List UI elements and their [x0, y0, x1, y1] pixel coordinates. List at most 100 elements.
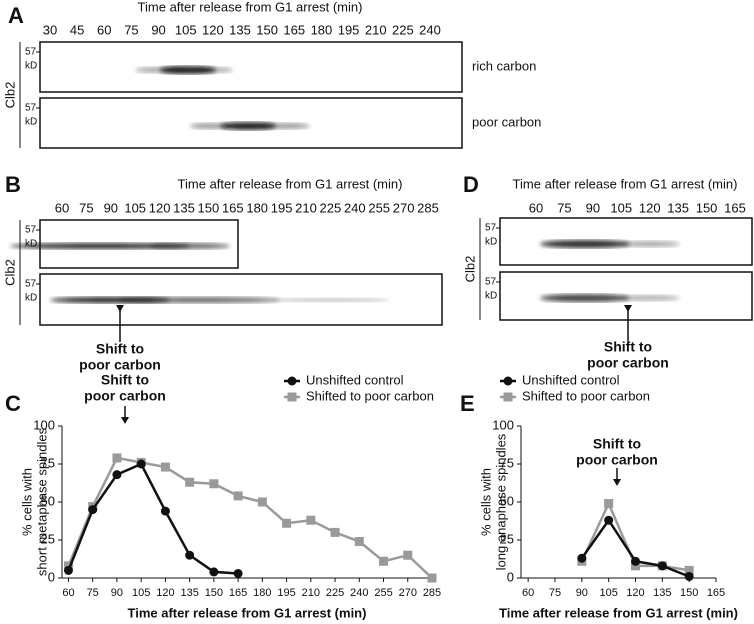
x-tick-label: 105	[599, 587, 617, 599]
point	[233, 568, 243, 578]
panel-label: A	[8, 3, 24, 28]
annotation: Shift to	[96, 341, 144, 357]
x-tick-label: 90	[576, 587, 588, 599]
band	[540, 240, 630, 248]
band	[220, 122, 276, 130]
protein-label: Clb2	[2, 259, 17, 286]
legend-marker	[287, 376, 297, 386]
blot	[499, 271, 753, 321]
lane-label: 90	[104, 200, 118, 215]
band	[260, 123, 310, 129]
lane-label: 105	[124, 200, 146, 215]
point	[657, 561, 667, 571]
protein-label: Clb2	[2, 82, 17, 109]
point	[63, 561, 73, 571]
annotation: Shift to	[593, 436, 641, 452]
lane-label: 285	[417, 200, 439, 215]
blot-title: Time after release from G1 arrest (min)	[513, 176, 738, 191]
arrow-head	[624, 305, 632, 312]
point	[257, 497, 267, 507]
x-tick-label: 120	[156, 587, 174, 599]
y-tick-label: 25	[41, 531, 55, 546]
point	[630, 556, 640, 566]
x-tick-label: 240	[350, 587, 368, 599]
point	[330, 527, 340, 537]
size-marker: 57	[25, 279, 37, 290]
series-line	[67, 462, 239, 575]
point	[604, 515, 614, 525]
point	[427, 573, 437, 583]
annotation: poor carbon	[84, 388, 166, 404]
point	[577, 553, 587, 563]
lane-label: 195	[271, 200, 293, 215]
x-tick-label: 180	[253, 587, 271, 599]
lane-label: 60	[97, 22, 111, 37]
band	[10, 243, 190, 249]
series-line	[67, 456, 433, 579]
lane-label: 240	[344, 200, 366, 215]
size-unit: kD	[25, 117, 37, 128]
point	[63, 565, 73, 575]
size-marker: 57	[25, 47, 37, 58]
x-tick-label: 105	[132, 587, 150, 599]
size-unit: kD	[485, 237, 497, 248]
lane-label: 165	[724, 200, 746, 215]
lane-label: 165	[283, 22, 305, 37]
y-axis-label: short metaphase spindles	[34, 427, 49, 576]
band	[620, 295, 680, 301]
lane-label: 180	[311, 22, 333, 37]
size-marker: 57	[485, 223, 497, 234]
point	[354, 537, 364, 547]
lane-label: 180	[246, 200, 268, 215]
lane-label: 105	[175, 22, 197, 37]
size-unit: kD	[485, 291, 497, 302]
band	[270, 298, 390, 302]
point	[209, 567, 219, 577]
x-tick-label: 195	[277, 587, 295, 599]
lane-label: 255	[368, 200, 390, 215]
lane-label: 150	[696, 200, 718, 215]
x-tick-label: 150	[680, 587, 698, 599]
lane-label: 75	[79, 200, 93, 215]
x-tick-label: 150	[205, 587, 223, 599]
lane-label: 225	[392, 22, 414, 37]
band	[120, 297, 280, 303]
point	[604, 499, 614, 509]
annotation: poor carbon	[576, 452, 658, 468]
lane-label: 135	[667, 200, 689, 215]
point	[136, 459, 146, 469]
point	[379, 556, 389, 566]
lane-label: 225	[320, 200, 342, 215]
lane-label: 240	[419, 22, 441, 37]
annotation: poor carbon	[79, 357, 161, 373]
x-tick-label: 60	[522, 587, 534, 599]
point	[88, 505, 98, 515]
lane-label: 75	[557, 200, 571, 215]
annotation: poor carbon	[587, 355, 669, 371]
y-tick-label: 0	[507, 569, 514, 584]
band	[620, 241, 680, 247]
blot-title: Time after release from G1 arrest (min)	[138, 0, 363, 14]
lane-label: 150	[256, 22, 278, 37]
point	[403, 550, 413, 560]
lane-label: 150	[198, 200, 220, 215]
panel-label: E	[460, 391, 475, 416]
legend-marker	[503, 376, 513, 386]
legend-marker	[287, 392, 297, 402]
arrow-head	[116, 305, 124, 312]
lane-label: 135	[173, 200, 195, 215]
annotation: Shift to	[604, 339, 652, 355]
arrow-head	[613, 479, 621, 486]
y-axis-label: long anaphase spindles	[493, 433, 508, 570]
x-tick-label: 135	[653, 587, 671, 599]
x-tick-label: 60	[62, 587, 74, 599]
point	[684, 565, 694, 575]
protein-label: Clb2	[462, 256, 477, 283]
x-tick-label: 90	[111, 587, 123, 599]
x-tick-label: 225	[326, 587, 344, 599]
lane-label: 120	[149, 200, 171, 215]
point	[160, 462, 170, 472]
lane-label: 90	[586, 200, 600, 215]
blot	[39, 41, 463, 93]
